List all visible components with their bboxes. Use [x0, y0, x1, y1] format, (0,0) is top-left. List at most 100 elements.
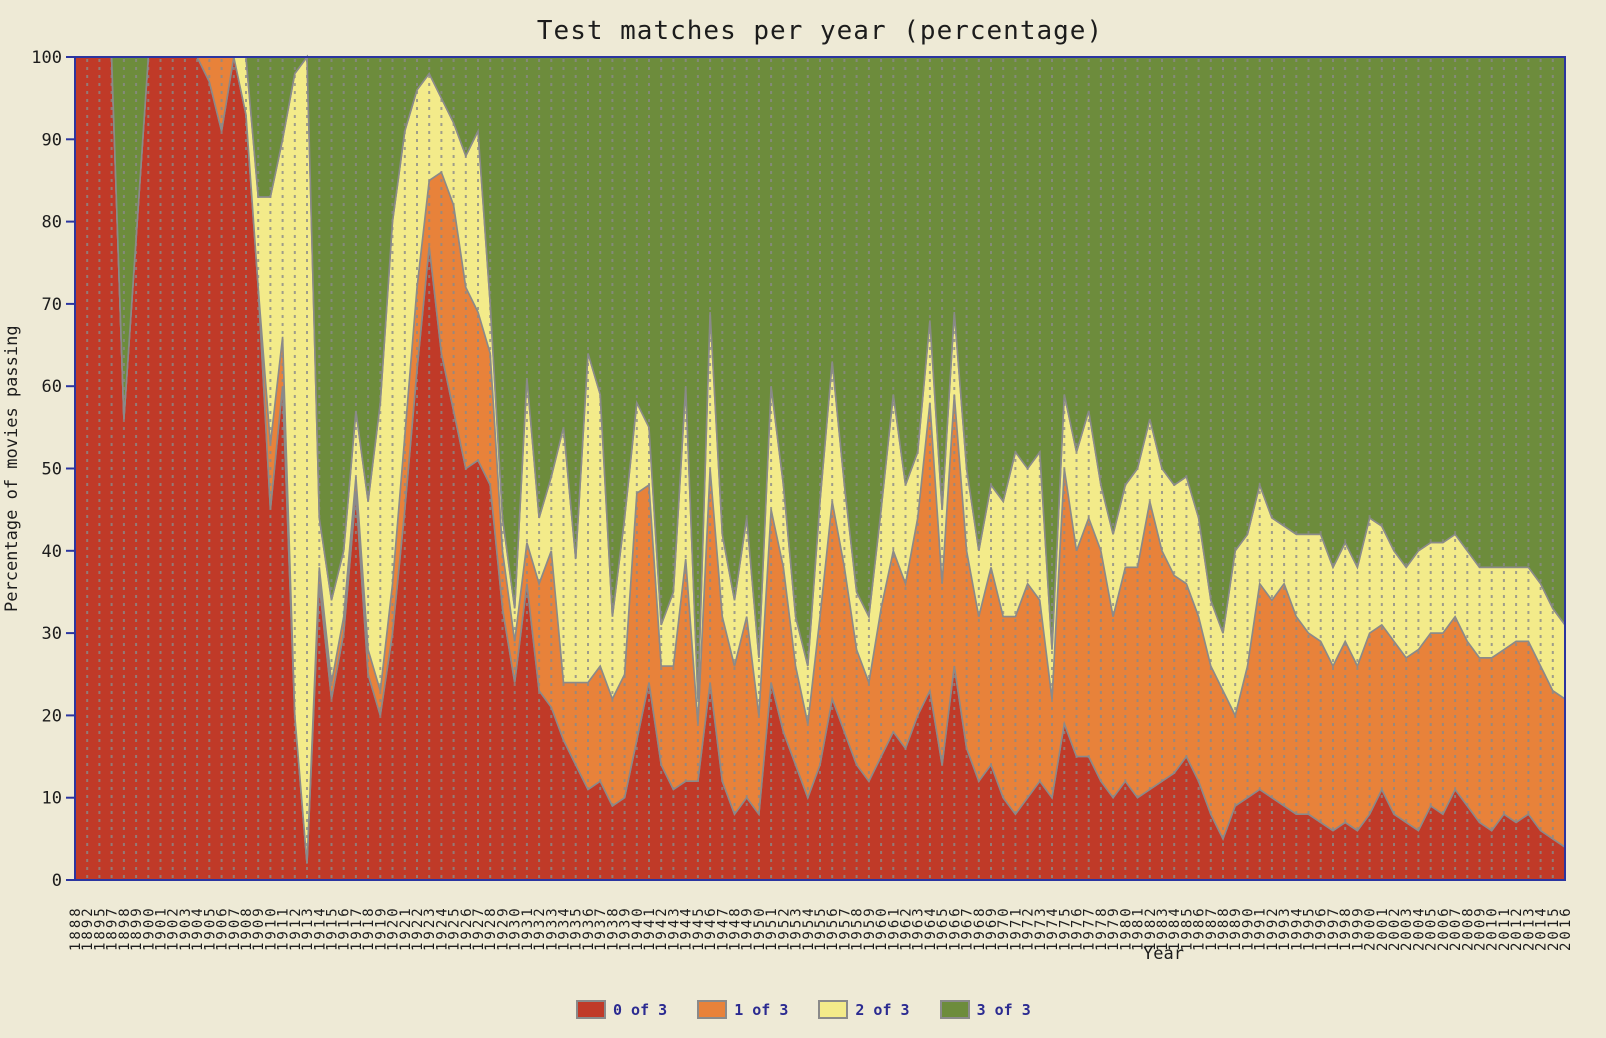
x-tick-label: 1978: [1094, 905, 1110, 951]
y-tick-label: 50: [42, 460, 62, 480]
x-tick-label: 1993: [1277, 905, 1293, 951]
x-tick-label: 1926: [459, 905, 475, 951]
x-tick-label: 1948: [728, 905, 744, 951]
x-tick-label: 1935: [569, 905, 585, 951]
x-tick-label: 1986: [1192, 905, 1208, 951]
x-tick-label: 1989: [1228, 905, 1244, 951]
x-tick-label: 1953: [789, 905, 805, 951]
legend-label: 0 of 3: [613, 1000, 668, 1019]
x-tick-label: 1997: [1326, 905, 1342, 951]
x-tick-label: 2007: [1448, 905, 1464, 951]
x-tick-label: 1954: [801, 905, 817, 951]
x-tick-label: 1937: [593, 905, 609, 951]
x-tick-label: 1929: [495, 905, 511, 951]
x-tick-label: 1943: [666, 905, 682, 951]
x-tick-label: 1910: [263, 905, 279, 951]
x-tick-label: 2010: [1485, 905, 1501, 951]
x-tick-label: 1915: [324, 905, 340, 951]
x-tick-label: 1999: [1350, 905, 1366, 951]
y-tick-label: 10: [42, 789, 62, 809]
x-tick-label: 1952: [776, 905, 792, 951]
x-tick-label: 1992: [1265, 905, 1281, 951]
legend-item-0-of-3: 0 of 3: [576, 1000, 667, 1019]
x-tick-label: 1958: [850, 905, 866, 951]
x-tick-label: 1947: [715, 905, 731, 951]
x-tick-label: 1995: [1302, 905, 1318, 951]
x-tick-label: 2013: [1521, 905, 1537, 951]
x-tick-label: 1932: [532, 905, 548, 951]
x-tick-label: 1994: [1289, 905, 1305, 951]
y-tick-label: 40: [42, 542, 62, 562]
x-tick-label: 1892: [80, 905, 96, 951]
x-tick-label: 1946: [703, 905, 719, 951]
legend-label: 3 of 3: [976, 1000, 1031, 1019]
x-tick-label: 1897: [105, 905, 121, 951]
y-axis-ticks: 0 10 20 30 40 50 60 70 80 90 100: [31, 48, 75, 891]
y-tick-label: 0: [52, 871, 62, 891]
x-tick-label: 1936: [581, 905, 597, 951]
x-tick-label: 1921: [398, 905, 414, 951]
x-tick-label: 1969: [984, 905, 1000, 951]
x-tick-label: 1917: [349, 905, 365, 951]
legend-item-3-of-3: 3 of 3: [939, 1000, 1031, 1019]
x-tick-label: 1962: [898, 905, 914, 951]
x-tick-label: 1963: [911, 905, 927, 951]
x-tick-label: 1965: [935, 905, 951, 951]
x-tick-label: 2011: [1497, 905, 1513, 951]
x-tick-label: 1923: [422, 905, 438, 951]
x-tick-label: 1933: [544, 905, 560, 951]
x-tick-label: 1944: [679, 905, 695, 951]
x-tick-label: 2002: [1387, 905, 1403, 951]
x-tick-label: 1972: [1021, 905, 1037, 951]
x-tick-label: 2012: [1509, 905, 1525, 951]
x-tick-label: 1924: [434, 905, 450, 951]
y-tick-label: 70: [42, 295, 62, 315]
x-tick-label: 1949: [740, 905, 756, 951]
x-tick-label: 1998: [1338, 905, 1354, 951]
legend-item-1-of-3: 1 of 3: [697, 1000, 788, 1019]
x-tick-label: 2008: [1460, 905, 1476, 951]
x-tick-label: 1968: [972, 905, 988, 951]
x-tick-label: 1988: [1216, 905, 1232, 951]
x-tick-label: 1977: [1082, 905, 1098, 951]
x-tick-label: 2000: [1363, 905, 1379, 951]
y-axis-title: Percentage of movies passing: [2, 325, 22, 612]
x-tick-label: 1976: [1069, 905, 1085, 951]
x-tick-label: 1940: [630, 905, 646, 951]
x-tick-label: 1939: [618, 905, 634, 951]
y-tick-label: 90: [42, 130, 62, 150]
x-tick-label: 1898: [117, 905, 133, 951]
y-tick-label: 20: [42, 706, 62, 726]
x-tick-label: 1930: [508, 905, 524, 951]
x-tick-label: 1934: [557, 905, 573, 951]
x-tick-label: 1941: [642, 905, 658, 951]
x-tick-label: 2001: [1375, 905, 1391, 951]
x-tick-label: 1985: [1179, 905, 1195, 951]
x-tick-label: 1957: [837, 905, 853, 951]
x-tick-label: 1900: [141, 905, 157, 951]
x-tick-label: 1983: [1155, 905, 1171, 951]
x-tick-label: 1927: [471, 905, 487, 951]
x-tick-label: 1907: [227, 905, 243, 951]
x-tick-label: 1916: [337, 905, 353, 951]
x-tick-label: 2009: [1473, 905, 1489, 951]
y-tick-label: 60: [42, 377, 62, 397]
x-tick-label: 1920: [386, 905, 402, 951]
legend-swatch-2-of-3: [818, 1000, 849, 1019]
x-tick-label: 1967: [960, 905, 976, 951]
x-tick-label: 1980: [1118, 905, 1134, 951]
legend-item-2-of-3: 2 of 3: [818, 1000, 910, 1019]
x-tick-label: 1903: [178, 905, 194, 951]
x-tick-label: 1996: [1314, 905, 1330, 951]
legend-swatch-1-of-3: [697, 1000, 728, 1019]
x-tick-label: 2004: [1411, 905, 1427, 951]
x-tick-label: 1991: [1253, 905, 1269, 951]
x-tick-label: 1981: [1131, 905, 1147, 951]
x-tick-label: 1964: [923, 905, 939, 951]
y-tick-label: 100: [31, 48, 62, 68]
x-tick-label: 1902: [166, 905, 182, 951]
x-tick-label: 2005: [1424, 905, 1440, 951]
legend-label: 1 of 3: [734, 1000, 789, 1019]
